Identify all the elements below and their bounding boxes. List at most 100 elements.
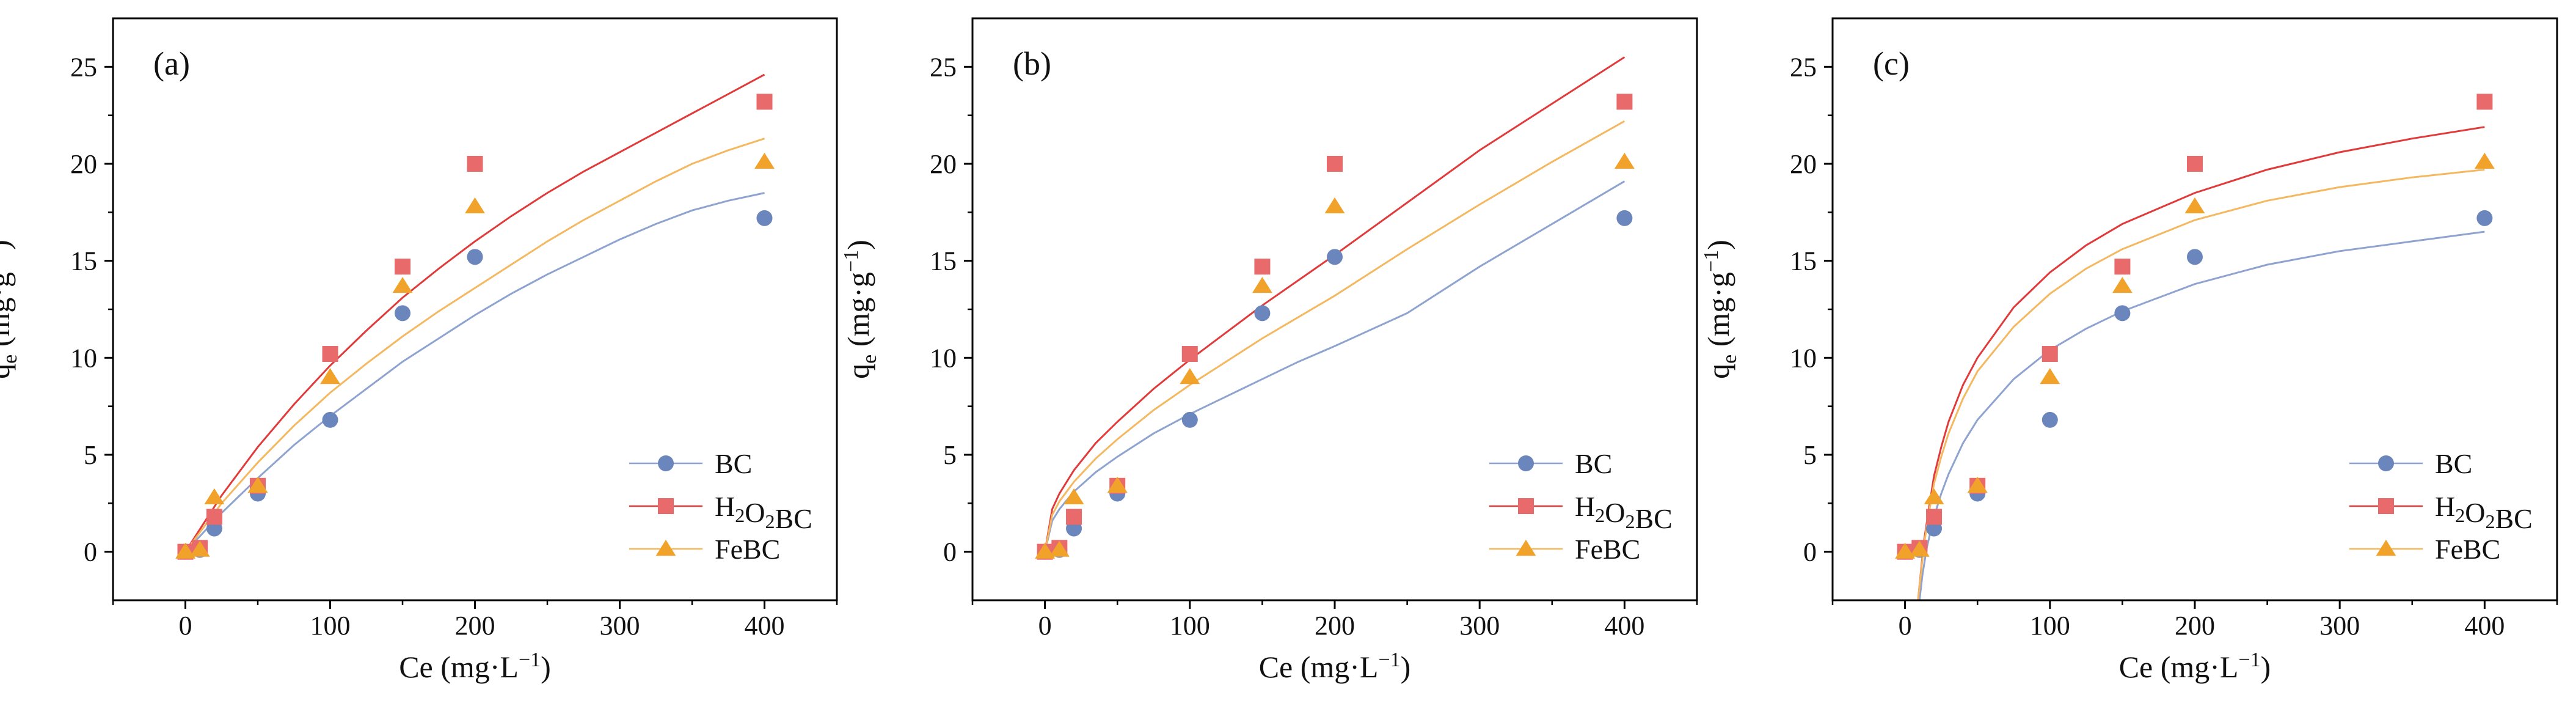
- data-point: [2114, 259, 2131, 275]
- x-axis-label: Ce (mg·L−1): [2119, 649, 2271, 684]
- data-point: [1895, 542, 1916, 559]
- data-point: [2476, 210, 2493, 226]
- x-axis-label: Ce (mg·L−1): [1259, 649, 1411, 684]
- x-tick-label: 0: [1899, 611, 1912, 641]
- x-tick-label: 200: [455, 611, 495, 641]
- legend-marker: [655, 540, 676, 556]
- x-tick-label: 200: [2175, 611, 2215, 641]
- y-tick-label: 25: [70, 52, 97, 82]
- y-tick-label: 5: [943, 440, 957, 470]
- data-point: [322, 345, 338, 362]
- y-tick-label: 5: [1803, 440, 1817, 470]
- y-axis-label: qe (mg·g−1): [840, 240, 881, 379]
- x-tick-label: 300: [600, 611, 640, 641]
- data-point: [1181, 345, 1198, 362]
- data-point: [2187, 156, 2203, 172]
- fit-curve: [1917, 169, 2485, 600]
- data-point: [2041, 345, 2058, 362]
- data-point: [1616, 210, 1633, 226]
- data-point: [320, 368, 340, 384]
- x-tick-label: 400: [2464, 611, 2505, 641]
- panel-label: (a): [153, 45, 190, 82]
- data-point: [1035, 542, 1056, 559]
- legend-label: H2O2BC: [1575, 491, 1673, 534]
- y-axis-label: qe (mg·g−1): [0, 240, 21, 379]
- legend-marker: [2376, 540, 2396, 556]
- data-point: [756, 210, 773, 226]
- x-tick-label: 0: [1038, 611, 1052, 641]
- x-tick-label: 0: [179, 611, 192, 641]
- data-point: [1252, 276, 1272, 293]
- data-point: [1909, 540, 1930, 557]
- y-tick-label: 20: [1790, 149, 1817, 179]
- data-point: [395, 305, 410, 322]
- y-tick-label: 20: [70, 149, 97, 179]
- data-point: [1327, 156, 1343, 172]
- data-point: [2187, 249, 2203, 265]
- legend-marker: [658, 455, 674, 471]
- data-point: [1181, 411, 1198, 428]
- y-tick-label: 10: [930, 343, 957, 373]
- x-tick-label: 100: [310, 611, 351, 641]
- data-point: [2040, 368, 2060, 384]
- data-point: [247, 476, 268, 493]
- data-point: [392, 276, 413, 293]
- data-point: [206, 509, 222, 525]
- fit-curve: [1044, 120, 1626, 552]
- chart-panel-a: 0 100 200 300 400 0 5 10 15 20 25 (a) Ce (mg·L−1) qe …: [0, 17, 838, 684]
- y-tick-label: 15: [930, 246, 957, 276]
- fit-curve: [184, 192, 765, 553]
- x-tick-label: 100: [2030, 611, 2070, 641]
- data-point: [395, 259, 410, 275]
- x-tick-label: 400: [1604, 611, 1644, 641]
- chart-panel-c: 0 100 200 300 400 0 5 10 15 20 25 (c) Ce (mg·L−1) qe …: [1700, 17, 2558, 684]
- fit-curve: [1044, 56, 1626, 552]
- data-point: [1180, 368, 1200, 384]
- data-point: [2114, 305, 2131, 322]
- data-point: [467, 249, 483, 265]
- fit-curve: [1917, 126, 2485, 600]
- legend-marker: [2378, 498, 2394, 514]
- y-tick-label: 15: [70, 246, 97, 276]
- data-point: [1254, 259, 1271, 275]
- legend-label: FeBC: [715, 534, 780, 565]
- legend-marker: [1518, 455, 1534, 471]
- chart-panel-b: 0 100 200 300 400 0 5 10 15 20 25 (b) Ce (mg·L−1) qe …: [840, 17, 1698, 684]
- data-point: [1926, 509, 1943, 525]
- y-tick-label: 0: [84, 537, 97, 567]
- data-point: [189, 540, 210, 557]
- x-axis-label: Ce (mg·L−1): [399, 649, 551, 684]
- data-point: [2041, 411, 2058, 428]
- data-point: [756, 94, 773, 110]
- data-point: [754, 152, 775, 169]
- panel-label: (b): [1013, 45, 1051, 82]
- y-tick-label: 15: [1790, 246, 1817, 276]
- data-point: [1324, 197, 1345, 214]
- x-tick-label: 300: [1459, 611, 1500, 641]
- data-point: [175, 542, 195, 559]
- legend-marker: [658, 498, 674, 514]
- legend-marker: [1516, 540, 1536, 556]
- data-point: [1616, 94, 1633, 110]
- data-point: [465, 197, 485, 214]
- legend-label: FeBC: [1575, 534, 1640, 565]
- x-tick-label: 200: [1315, 611, 1355, 641]
- data-point: [2184, 197, 2205, 214]
- data-point: [322, 411, 338, 428]
- y-axis-label: qe (mg·g−1): [1700, 240, 1741, 379]
- legend-label: BC: [1575, 448, 1612, 479]
- data-point: [1066, 509, 1082, 525]
- y-tick-label: 25: [1790, 52, 1817, 82]
- data-point: [1614, 152, 1635, 169]
- y-tick-label: 0: [1803, 537, 1817, 567]
- fit-curve: [184, 73, 765, 553]
- fit-curve: [1918, 230, 2485, 600]
- data-point: [2474, 152, 2495, 169]
- legend-label: H2O2BC: [715, 491, 812, 534]
- data-point: [1049, 540, 1070, 557]
- x-tick-label: 400: [745, 611, 785, 641]
- data-point: [1107, 476, 1128, 493]
